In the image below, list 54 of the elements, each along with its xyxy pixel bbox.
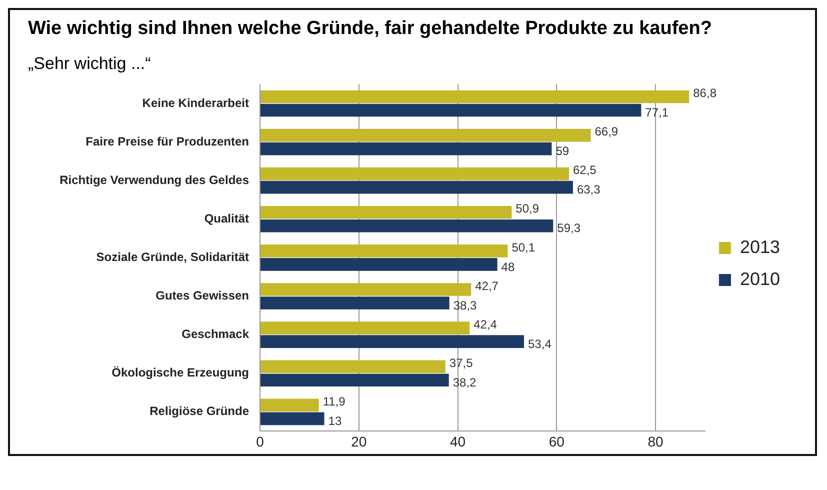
y-tick-label: Keine Kinderarbeit bbox=[142, 96, 249, 110]
data-label: 42,4 bbox=[474, 317, 498, 332]
x-tick-label: 60 bbox=[548, 433, 565, 450]
y-tick-label: Soziale Gründe, Solidarität bbox=[96, 250, 249, 264]
data-label: 62,5 bbox=[573, 163, 597, 178]
data-label: 38,2 bbox=[452, 375, 477, 390]
x-tick-label: 0 bbox=[256, 433, 264, 450]
data-label: 59 bbox=[556, 144, 570, 158]
y-tick-label: Religiöse Gründe bbox=[150, 404, 250, 418]
bar bbox=[260, 398, 319, 412]
bar bbox=[260, 322, 470, 334]
data-label: 53,4 bbox=[528, 336, 552, 351]
data-label: 86,8 bbox=[693, 86, 717, 100]
bar bbox=[260, 206, 512, 219]
x-tick-label: 40 bbox=[450, 433, 466, 450]
data-label: 11,9 bbox=[322, 394, 346, 408]
data-label: 77,1 bbox=[645, 106, 669, 120]
bar bbox=[260, 335, 524, 348]
y-tick-label: Ökologische Erzeugung bbox=[112, 366, 249, 380]
data-label: 50,1 bbox=[512, 240, 536, 254]
y-tick-label: Richtige Verwendung des Geldes bbox=[60, 172, 250, 187]
x-tick-label: 20 bbox=[351, 433, 367, 450]
bar bbox=[260, 104, 642, 117]
data-label: 66,9 bbox=[594, 124, 618, 139]
legend-label: 2010 bbox=[740, 268, 780, 289]
bar bbox=[260, 90, 690, 104]
data-label: 42,7 bbox=[475, 278, 499, 293]
bar bbox=[260, 296, 450, 310]
bar bbox=[260, 412, 324, 426]
bar bbox=[260, 219, 554, 232]
legend-label: 2013 bbox=[740, 236, 780, 257]
data-label: 37,5 bbox=[449, 356, 474, 370]
bar bbox=[260, 142, 552, 156]
x-tick-label: 80 bbox=[648, 433, 664, 450]
y-tick-label: Faire Preise für Produzenten bbox=[86, 134, 249, 148]
bar bbox=[260, 244, 508, 258]
data-label: 63,3 bbox=[576, 182, 601, 197]
chart-title: Wie wichtig sind Ihnen welche Gründe, fair gehandelte Produkte zu kaufen? bbox=[27, 17, 713, 40]
bar bbox=[260, 360, 446, 374]
bar bbox=[260, 283, 472, 296]
data-label: 59,3 bbox=[557, 221, 581, 236]
y-tick-label: Geschmack bbox=[182, 327, 250, 342]
bar bbox=[260, 180, 573, 194]
bar bbox=[260, 374, 449, 387]
text: „Sehr wichtig ...“ bbox=[27, 53, 152, 74]
data-label: 13 bbox=[328, 414, 342, 428]
bar bbox=[260, 167, 569, 180]
data-label: 50,9 bbox=[516, 202, 540, 216]
data-label: 38,3 bbox=[453, 298, 478, 312]
bar bbox=[260, 258, 498, 271]
bar bbox=[260, 128, 591, 142]
data-label: 48 bbox=[501, 260, 515, 274]
y-tick-label: Qualität bbox=[204, 211, 250, 226]
y-tick-label: Gutes Gewissen bbox=[156, 288, 249, 303]
